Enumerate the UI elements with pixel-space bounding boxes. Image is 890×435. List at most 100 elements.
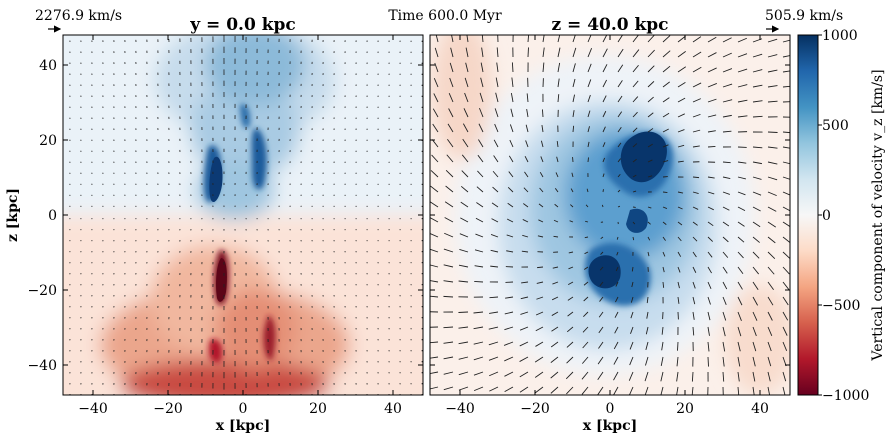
quiver-arrow xyxy=(677,50,686,58)
quiver-arrow xyxy=(443,386,454,391)
quiver-arrow xyxy=(458,326,469,329)
quiver-arrow xyxy=(662,35,671,43)
quiver-arrow xyxy=(737,251,744,259)
quiver-arrow xyxy=(448,93,454,103)
right-dense-core-middle xyxy=(626,208,648,233)
quiver-arrow xyxy=(677,266,681,273)
quiver-arrow xyxy=(550,341,559,348)
quiver-arrow xyxy=(587,141,590,148)
quiver-arrow xyxy=(782,296,789,306)
quiver-arrow xyxy=(737,371,740,382)
x-tick-label: 40 xyxy=(384,401,402,417)
quiver-arrow xyxy=(767,236,776,244)
quiver-arrow xyxy=(443,295,454,298)
quiver-arrow xyxy=(504,356,514,362)
quiver-arrow xyxy=(782,70,790,73)
x-tick-label: −40 xyxy=(78,401,108,417)
quiver-arrow xyxy=(692,251,697,258)
quiver-arrow xyxy=(473,311,484,314)
quiver-arrow xyxy=(527,35,530,43)
quiver-arrow xyxy=(647,221,651,225)
quiver-arrow xyxy=(662,97,670,103)
quiver-arrow xyxy=(677,236,682,242)
quiver-arrow xyxy=(458,280,469,283)
quiver-arrow xyxy=(458,356,469,360)
quiver-arrow xyxy=(587,63,592,73)
quiver-arrow xyxy=(572,47,577,58)
quiver-arrow xyxy=(707,130,716,133)
quiver-arrow xyxy=(458,371,469,376)
quiver-arrow xyxy=(503,341,514,346)
colorbar-tick-label: 500 xyxy=(822,118,849,134)
quiver-arrow xyxy=(466,35,469,43)
quiver-arrow xyxy=(587,94,591,103)
quiver-arrow xyxy=(552,266,559,269)
quiver-arrow xyxy=(511,77,514,88)
quiver-arrow xyxy=(496,62,499,73)
quiver-arrow xyxy=(662,251,666,257)
quiver-arrow xyxy=(629,356,634,366)
quiver-arrow xyxy=(615,266,619,272)
quiver-arrow xyxy=(737,115,748,118)
quiver-arrow xyxy=(752,311,758,321)
quiver-arrow xyxy=(632,96,639,103)
quiver-arrow xyxy=(460,201,469,208)
x-tick-label: 20 xyxy=(309,401,327,417)
quiver-arrow xyxy=(613,371,619,381)
quiver-arrow xyxy=(660,371,664,382)
colorbar-ticks: 1000 500 0 −500 −1000 xyxy=(818,28,869,404)
quiver-arrow xyxy=(782,326,788,336)
colorbar-tick-label: 1000 xyxy=(822,28,858,44)
quiver-arrow xyxy=(647,251,650,257)
left-y-axis-label: z [kpc] xyxy=(5,188,21,242)
quiver-arrow xyxy=(628,386,634,395)
quiver-arrow xyxy=(782,236,790,244)
quiver-arrow xyxy=(707,221,714,227)
quiver-arrow xyxy=(737,281,743,290)
quiver-arrow xyxy=(434,47,439,58)
quiver-arrow xyxy=(677,341,679,351)
quiver-arrow xyxy=(572,35,576,43)
quiver-arrow xyxy=(477,154,484,163)
quiver-arrow xyxy=(767,221,777,228)
quiver-arrow xyxy=(597,371,604,381)
quiver-arrow xyxy=(767,54,778,58)
quiver-arrow xyxy=(737,266,744,274)
quiver-arrow xyxy=(525,124,529,133)
quiver-arrow xyxy=(443,371,454,375)
quiver-arrow xyxy=(552,281,559,285)
quiver-arrow xyxy=(617,173,621,178)
quiver-arrow xyxy=(557,94,560,103)
quiver-arrow xyxy=(459,233,469,238)
quiver-arrow xyxy=(505,296,514,299)
quiver-arrow xyxy=(504,386,514,393)
quiver-arrow xyxy=(752,371,756,382)
right-panel: z = 40.0 kpc −40 −20 0 20 40 x [kpc] xyxy=(429,15,791,434)
quiver-arrow xyxy=(535,326,544,332)
quiver-arrow xyxy=(460,185,469,193)
quiver-arrow xyxy=(465,47,469,58)
quiver-arrow xyxy=(767,326,773,336)
y-tick-label: 40 xyxy=(39,58,57,74)
quiver-arrow xyxy=(489,386,499,392)
quiver-arrow xyxy=(550,356,559,363)
x-tick-label: 0 xyxy=(606,401,615,417)
quiver-arrow xyxy=(737,99,748,103)
quiver-arrow xyxy=(597,356,604,365)
quiver-arrow xyxy=(722,161,731,164)
quiver-arrow xyxy=(646,296,649,304)
quiver-arrow xyxy=(535,311,544,316)
quiver-arrow xyxy=(677,97,686,103)
quiver-arrow xyxy=(473,341,484,345)
quiver-arrow xyxy=(632,174,637,178)
quiver-arrow xyxy=(660,356,664,366)
quiver-arrow xyxy=(707,251,713,258)
quiver-arrow xyxy=(600,251,604,255)
quiver-arrow xyxy=(587,110,591,118)
right-axes: −40 −20 0 20 40 xyxy=(430,35,790,417)
quiver-arrow xyxy=(707,114,717,118)
quiver-arrow xyxy=(566,341,574,348)
right-dense-core-lower xyxy=(588,255,621,289)
quiver-arrow xyxy=(534,371,544,378)
